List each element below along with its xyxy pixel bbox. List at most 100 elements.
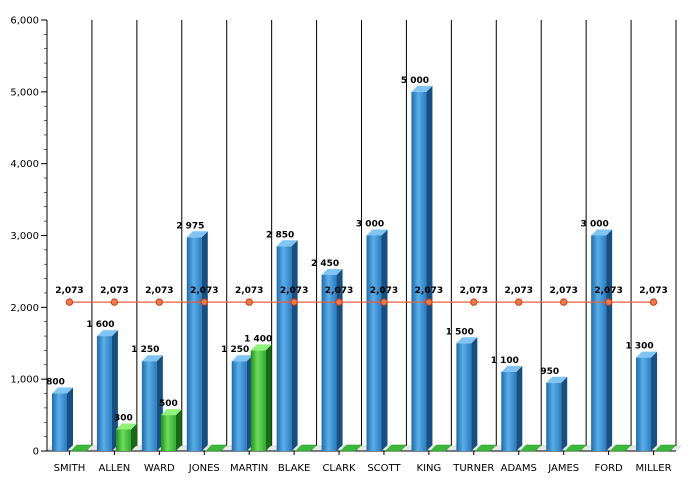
bar-blue-label: 3 000	[581, 220, 609, 230]
bar-blue	[411, 91, 427, 451]
bar-blue-top	[96, 330, 118, 337]
line-marker	[470, 298, 478, 306]
bar-blue-top	[411, 85, 433, 92]
line-label: 2,073	[370, 286, 398, 296]
bar-blue-top	[456, 337, 478, 344]
bar-blue-side	[471, 337, 478, 451]
x-tick-label: FORD	[594, 463, 623, 474]
bar-green	[429, 444, 453, 452]
line-marker	[65, 298, 74, 306]
bar-blue-label: 800	[46, 378, 65, 388]
bar-blue-side	[111, 330, 118, 451]
y-tick-label: 2,000	[10, 303, 39, 314]
bar-blue-side	[67, 387, 73, 451]
x-tick-label: MILLER	[636, 463, 672, 474]
bar-green-top	[250, 344, 272, 351]
bar-blue-top	[546, 376, 568, 383]
bar-blue	[321, 275, 337, 451]
plot-area: 0 1,000 2,000 3,000 4,000 5,000 6,000 SMITH ALLE…	[10, 16, 682, 474]
line-label: 2,073	[415, 286, 443, 296]
x-tick-label: MARTIN	[230, 463, 268, 474]
bar-green	[339, 444, 363, 452]
bar-blue	[276, 246, 292, 451]
line-marker	[245, 298, 253, 306]
bar-green	[519, 444, 542, 452]
bar-blue-side	[201, 231, 208, 451]
bar-blue	[456, 343, 472, 451]
bar-green	[654, 444, 677, 452]
line-label: 2,073	[280, 286, 308, 296]
bar-green	[205, 444, 228, 452]
bar-blue-label: 1 500	[446, 327, 474, 337]
bar-green-label: 500	[159, 399, 178, 409]
bar-blue-label: 1 300	[625, 342, 653, 352]
bar-green	[115, 429, 131, 451]
bar-blue-side	[516, 365, 523, 451]
bar-green	[564, 444, 587, 452]
x-tick-label: SCOTT	[367, 463, 401, 474]
bar-green	[250, 350, 266, 451]
line-label: 2,073	[145, 286, 173, 296]
x-tick-label: ADAMS	[501, 463, 537, 474]
bar-green	[160, 415, 176, 451]
bar-green-top	[160, 409, 182, 416]
bar-blue-label: 1 250	[131, 345, 159, 355]
line-label: 2,073	[190, 286, 218, 296]
bar-green-top	[115, 423, 137, 430]
bar-blue-top	[501, 365, 523, 372]
bar-blue-label: 1 100	[491, 356, 519, 366]
y-tick-label: 3,000	[10, 231, 39, 242]
line-marker	[380, 298, 388, 306]
line-label: 2,073	[594, 286, 622, 296]
bar-green	[474, 444, 497, 452]
line-label: 2,073	[639, 286, 667, 296]
bar-blue-top	[366, 229, 388, 236]
bar-blue-top	[276, 240, 298, 247]
bar-blue	[366, 235, 382, 451]
x-tick-label: JONES	[188, 463, 220, 474]
bar-blue-label: 2 450	[311, 259, 339, 269]
bar-blue	[591, 235, 607, 451]
bar-blue-side	[606, 229, 613, 451]
x-tick-label: TURNER	[452, 463, 494, 474]
line-marker	[155, 298, 164, 306]
line-label: 2,073	[325, 286, 353, 296]
bar-blue	[501, 371, 517, 451]
line-marker	[515, 298, 523, 306]
bar-green	[295, 444, 318, 452]
x-tick-label: KING	[417, 463, 442, 474]
x-tick-label: BLAKE	[278, 463, 310, 474]
line-label: 2,073	[55, 286, 83, 296]
bar-blue-side	[561, 376, 568, 451]
bar-blue-side	[336, 269, 343, 451]
bar-blue	[186, 237, 202, 451]
line-label: 2,073	[505, 286, 533, 296]
bar-blue	[231, 361, 247, 451]
bar-green	[609, 444, 632, 452]
line-marker	[425, 298, 433, 306]
bar-blue-label: 2 850	[266, 230, 294, 240]
bar-blue	[141, 361, 157, 451]
bar-green	[384, 444, 408, 452]
line-label: 2,073	[549, 286, 577, 296]
line-marker	[290, 298, 298, 306]
bar-blue	[52, 393, 67, 451]
bar-green-side	[130, 423, 137, 451]
bar-blue-label: 1 600	[86, 320, 114, 330]
bar-blue-top	[636, 351, 658, 358]
x-tick-label: WARD	[144, 463, 175, 474]
bar-blue-side	[381, 229, 388, 451]
bar-green-label: 300	[114, 413, 133, 423]
line-marker	[559, 298, 568, 306]
line-label: 2,073	[235, 286, 263, 296]
x-tick-label: JAMES	[547, 463, 579, 474]
bar-blue-label: 3 000	[356, 220, 384, 230]
x-tick-label: SMITH	[54, 463, 86, 474]
bar-blue-top	[186, 231, 208, 238]
line-marker	[604, 298, 613, 306]
y-tick-label: 1,000	[10, 375, 39, 386]
bar-green-side	[175, 409, 182, 451]
y-tick-label: 5,000	[10, 87, 39, 98]
line-marker	[110, 298, 119, 306]
